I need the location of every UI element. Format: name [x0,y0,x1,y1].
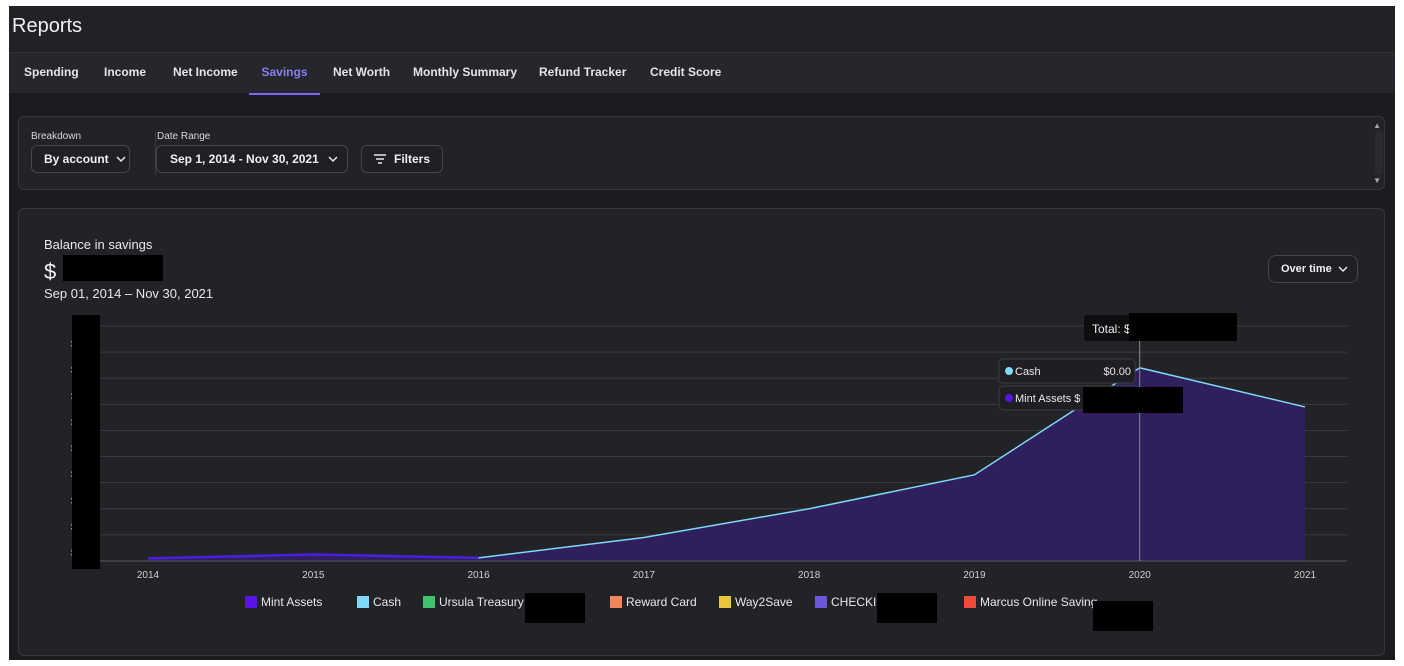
scroll-down-icon[interactable]: ▼ [1373,176,1381,185]
breakdown-dropdown[interactable]: By account [31,145,130,173]
over-time-dropdown[interactable]: Over time [1268,255,1358,283]
balance-currency: $ [44,259,57,284]
redacted-legend-text [1093,601,1153,631]
tab-monthly-summary[interactable]: Monthly Summary [413,65,518,79]
breakdown-value: By account [44,152,109,166]
legend-swatch [423,596,435,608]
legend-label: Way2Save [735,595,793,609]
legend-label: Reward Card [626,595,697,609]
legend-item[interactable]: Cash [357,595,401,609]
tab-refund-tracker[interactable]: Refund Tracker [539,65,627,79]
legend-swatch [357,596,369,608]
tooltip-row-value: $0.00 [1103,366,1131,378]
savings-chart-card: Balance in savings $ Sep 01, 2014 – Nov … [18,208,1385,656]
legend-swatch [964,596,976,608]
x-tick-label: 2018 [798,570,821,581]
tab-savings[interactable]: Savings [249,53,320,95]
legend-swatch [245,596,257,608]
tab-net-income[interactable]: Net Income [173,65,238,79]
scrollbar-track[interactable] [1375,131,1383,175]
page-title: Reports [12,15,83,37]
app-window: Reports Spending Income Net Income Savin… [9,6,1395,660]
chevron-down-icon [1338,266,1348,273]
scroll-up-icon[interactable]: ▲ [1373,121,1381,130]
redacted-legend-text [525,593,585,623]
legend-item[interactable]: Reward Card [610,595,697,609]
legend-swatch [815,596,827,608]
x-tick-label: 2021 [1294,570,1317,581]
filter-icon [374,154,386,164]
legend-swatch [610,596,622,608]
x-tick-label: 2016 [467,570,490,581]
redacted-mint-value [1083,387,1183,413]
filters-button[interactable]: Filters [361,145,443,173]
legend-item[interactable]: Way2Save [719,595,793,609]
tooltip-total-label: Total: $ [1092,322,1131,336]
x-tick-label: 2017 [633,570,656,581]
legend-label: Mint Assets [261,595,323,609]
redacted-y-axis [72,315,100,569]
filters-button-label: Filters [394,152,431,166]
tooltip-row-label: Cash [1015,366,1041,378]
chevron-down-icon [116,156,126,163]
chevron-down-icon [328,156,338,163]
legend-label: Marcus Online Saving [980,595,1098,609]
date-range-label: Date Range [157,131,211,142]
tab-credit-score[interactable]: Credit Score [650,65,722,79]
mint-assets-area [148,367,1305,561]
over-time-label: Over time [1281,263,1332,275]
tooltip-swatch [1005,367,1013,375]
x-tick-label: 2019 [963,570,986,581]
legend-item[interactable]: Marcus Online Saving [964,595,1097,609]
redacted-total [1129,313,1237,341]
tooltip-row-label: Mint Assets $ [1015,393,1080,405]
breakdown-label: Breakdown [31,131,82,142]
chart-date-range: Sep 01, 2014 – Nov 30, 2021 [44,286,214,301]
tooltip-swatch [1005,394,1013,402]
x-tick-label: 2015 [302,570,325,581]
filter-divider [155,131,156,175]
legend-swatch [719,596,731,608]
x-tick-label: 2014 [137,570,160,581]
x-tick-label: 2020 [1129,570,1152,581]
legend-item[interactable]: Ursula Treasury I [423,595,530,609]
top-bar: Reports [9,6,1395,52]
redacted-balance [63,255,163,281]
date-range-dropdown[interactable]: Sep 1, 2014 - Nov 30, 2021 [156,145,348,173]
tab-spending[interactable]: Spending [24,65,79,79]
legend-item[interactable]: CHECKIN [815,595,885,609]
redacted-legend-text [877,593,937,623]
legend-label: CHECKIN [831,595,886,609]
savings-area-chart: $$1$1$2$2$3$3$4$420142015201620172018201… [71,313,1347,581]
cash-line [478,366,1306,559]
tab-income[interactable]: Income [104,65,147,79]
chart-title: Balance in savings [44,237,153,252]
mint-assets-line [147,553,479,560]
tooltip-row-box [998,358,1136,384]
legend-item[interactable]: Mint Assets [245,595,322,609]
legend-label: Ursula Treasury I [439,595,531,609]
filter-panel: Breakdown By account Date Range Sep 1, 2… [18,116,1385,190]
legend-label: Cash [373,595,402,609]
date-range-value: Sep 1, 2014 - Nov 30, 2021 [170,152,319,166]
tab-net-worth[interactable]: Net Worth [333,65,391,79]
report-tabs: Spending Income Net Income Savings Net W… [9,52,1395,95]
